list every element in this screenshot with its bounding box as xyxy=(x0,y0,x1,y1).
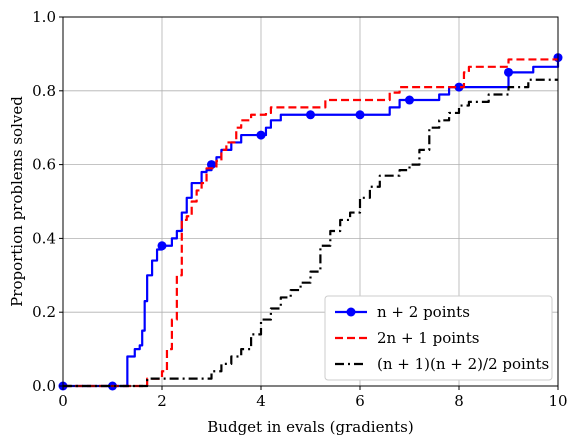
series-lines xyxy=(58,53,563,391)
data-point-marker xyxy=(405,95,414,105)
y-tick-label: 1.0 xyxy=(32,8,56,26)
legend: n + 2 points 2n + 1 points (n + 1)(n + 2)/… xyxy=(324,295,553,381)
y-tick-label: 0.6 xyxy=(32,156,56,174)
data-point-marker xyxy=(504,67,513,77)
axis-ticks: 0 2 4 6 8 10 0.0 0.2 0.4 0.6 0.8 1.0 xyxy=(32,8,567,410)
x-tick-label: 10 xyxy=(548,392,567,410)
series-line-3 xyxy=(63,78,558,388)
data-point-marker xyxy=(256,130,266,140)
data-point-marker xyxy=(355,110,365,120)
y-tick-label: 0.0 xyxy=(32,377,56,395)
legend-label-3: (n + 1)(n + 2)/2 points xyxy=(377,355,549,373)
data-point-marker xyxy=(157,241,167,251)
y-tick-label: 0.2 xyxy=(32,303,56,321)
x-tick-label: 4 xyxy=(256,392,266,410)
x-tick-label: 2 xyxy=(157,392,167,410)
data-point-marker xyxy=(207,160,216,170)
data-point-marker xyxy=(306,110,315,120)
x-tick-label: 0 xyxy=(58,392,68,410)
x-tick-label: 8 xyxy=(454,392,464,410)
legend-marker xyxy=(346,307,356,317)
legend-label-2: 2n + 1 points xyxy=(377,329,479,347)
legend-box xyxy=(324,295,553,381)
data-point-marker xyxy=(454,82,464,92)
x-tick-label: 6 xyxy=(355,392,365,410)
legend-label-1: n + 2 points xyxy=(377,303,470,321)
plot-frame xyxy=(62,16,559,387)
y-tick-label: 0.4 xyxy=(32,229,56,247)
y-axis-label: Proportion problems solved xyxy=(8,96,26,307)
series-line-2 xyxy=(63,58,558,388)
x-axis-label: Budget in evals (gradients) xyxy=(207,418,413,436)
y-tick-label: 0.8 xyxy=(32,82,56,100)
